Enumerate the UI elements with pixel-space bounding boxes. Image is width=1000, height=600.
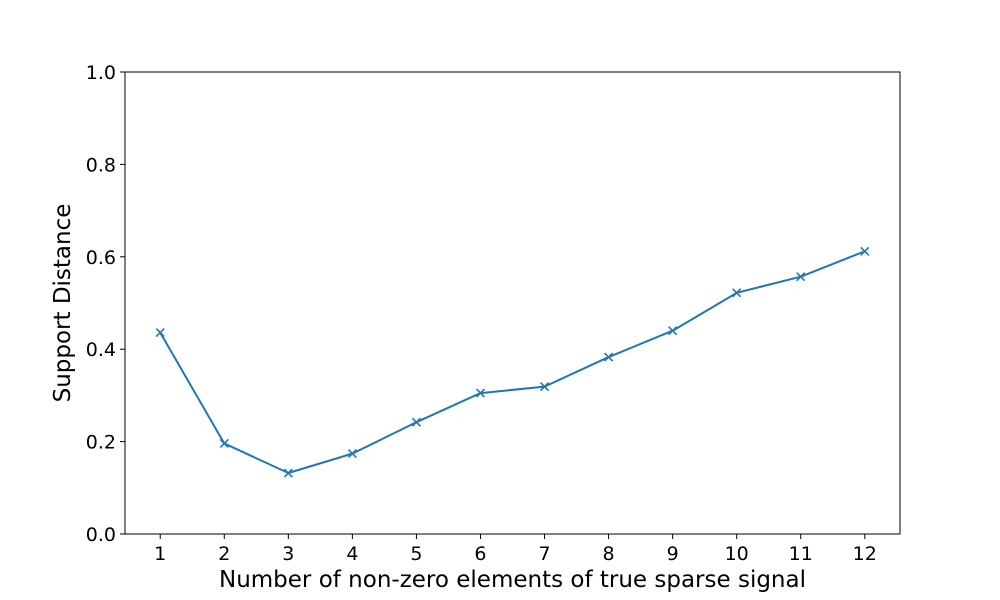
x-tick-label: 8	[603, 543, 615, 565]
data-point-marker	[475, 388, 486, 398]
axes-frame	[124, 71, 901, 535]
x-tick-label: 6	[474, 543, 486, 565]
data-point-marker	[347, 449, 357, 459]
y-tick-label: 0.2	[86, 432, 116, 454]
x-tick-label: 9	[667, 543, 679, 565]
y-tick-label: 0.6	[86, 247, 116, 269]
y-axis: 0.0 0.2 0.4 0.6 0.8 1.0	[86, 62, 125, 546]
x-tick-label: 12	[853, 543, 877, 565]
y-tick-label: 0.4	[86, 339, 116, 361]
data-point-marker	[604, 352, 614, 362]
series-line	[159, 250, 866, 475]
y-tick-label: 0.8	[86, 154, 116, 176]
x-tick-label: 10	[725, 543, 749, 565]
x-tick-label: 3	[282, 543, 294, 565]
data-point-marker	[411, 417, 421, 427]
data-point-marker	[155, 328, 165, 338]
plot-area	[155, 246, 870, 478]
x-tick-label: 4	[346, 543, 358, 565]
data-point-marker	[219, 438, 229, 449]
x-tick-label: 11	[789, 543, 813, 565]
data-point-marker	[860, 246, 870, 256]
data-point-marker	[539, 382, 550, 392]
y-tick-label: 0.0	[86, 524, 116, 546]
y-tick-label: 1.0	[86, 62, 116, 84]
data-point-marker	[283, 468, 293, 478]
x-axis-label: Number of non-zero elements of true spar…	[219, 567, 806, 593]
data-point-marker	[796, 272, 806, 282]
x-tick-label: 5	[410, 543, 422, 565]
x-tick-label: 7	[538, 543, 550, 565]
data-point-marker	[732, 288, 742, 298]
x-axis: 1 2 3 4 5 6 7 8 9 10 11 12	[154, 534, 877, 565]
x-tick-label: 1	[154, 543, 166, 565]
x-tick-label: 2	[218, 543, 230, 565]
data-point-marker	[668, 326, 678, 336]
y-axis-label: Support Distance	[50, 204, 76, 403]
